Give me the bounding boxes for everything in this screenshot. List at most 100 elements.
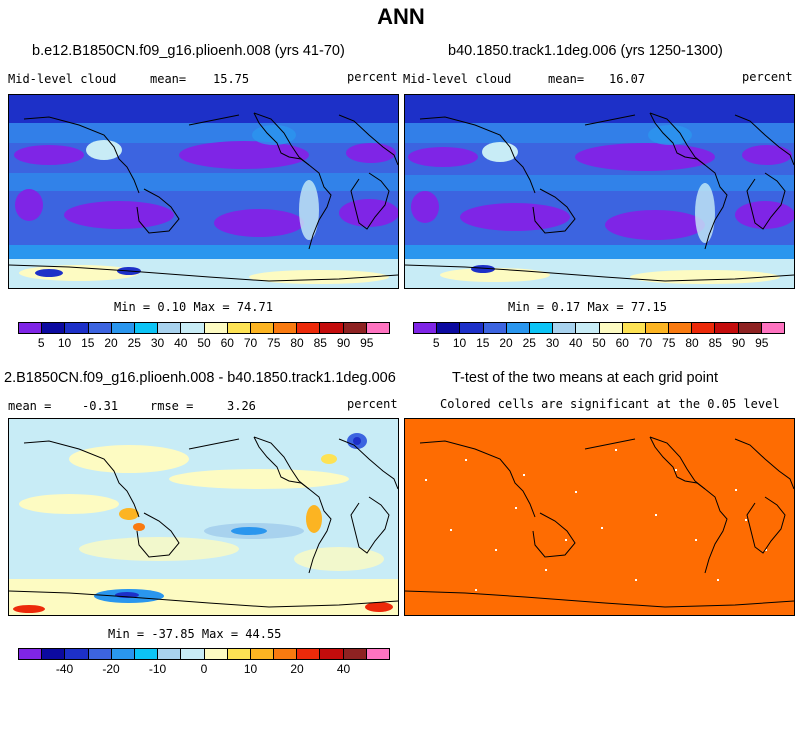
- panel3-colorbar-cell: [250, 649, 275, 659]
- panel1-colorbar-label: 75: [267, 336, 281, 350]
- panel3-colorbar-cell: [227, 649, 251, 659]
- panel3-colorbar-cell: [111, 649, 135, 659]
- panel3-minmax: Min = -37.85 Max = 44.55: [108, 627, 282, 641]
- panel3-colorbar-label: -20: [102, 662, 120, 676]
- panel1-colorbar-cell: [320, 323, 344, 333]
- panel2-colorbar: [413, 322, 785, 334]
- panel2-minmax: Min = 0.17 Max = 77.15: [508, 300, 667, 314]
- panel1-colorbar-cell: [366, 323, 389, 333]
- panel3-colorbar-cell: [134, 649, 159, 659]
- panel3-colorbar-cell: [297, 649, 321, 659]
- panel3-colorbar-label: 10: [243, 662, 258, 676]
- panel3-colorbar-cell: [88, 649, 112, 659]
- panel2-colorbar-cell: [622, 323, 646, 333]
- panel1-colorbar-label: 70: [243, 336, 258, 350]
- panel2-colorbar-cell: [483, 323, 507, 333]
- panel3-title: 2.B1850CN.f09_g16.plioenh.008 - b40.1850…: [4, 370, 396, 386]
- panel2-colorbar-cell: [529, 323, 554, 333]
- panel3-colorbar: [18, 648, 390, 660]
- panel1-mean-label: mean=: [150, 72, 187, 86]
- panel1-colorbar-cell: [65, 323, 89, 333]
- panel1-colorbar-label: 25: [127, 336, 141, 350]
- panel1-map: [8, 94, 399, 289]
- panel1-colorbar-label: 20: [104, 336, 118, 350]
- panel1-colorbar: [18, 322, 390, 334]
- panel2-mean-label: mean=: [548, 72, 585, 86]
- panel1-colorbar-cell: [250, 323, 275, 333]
- panel3-colorbar-label: -40: [55, 662, 74, 676]
- panel3-colorbar-cell: [65, 649, 89, 659]
- panel2-colorbar-label: 75: [662, 336, 676, 350]
- panel2-colorbar-label: 30: [545, 336, 560, 350]
- panel1-colorbar-label: 30: [150, 336, 165, 350]
- panel2-colorbar-cell: [576, 323, 600, 333]
- panel1-colorbar-cell: [88, 323, 112, 333]
- panel2-colorbar-cell: [506, 323, 530, 333]
- panel1-colorbar-cell: [42, 323, 66, 333]
- panel1-colorbar-cell: [19, 323, 43, 333]
- panel3-mean-label: mean =: [8, 399, 52, 413]
- panel1-colorbar-label: 85: [313, 336, 327, 350]
- panel3-colorbar-cell: [19, 649, 43, 659]
- panel2-colorbar-cell: [599, 323, 623, 333]
- panel1-colorbar-label: 15: [81, 336, 95, 350]
- panel2-colorbar-cell: [692, 323, 716, 333]
- panel3-map: [8, 418, 399, 616]
- panel1-colorbar-cell: [343, 323, 367, 333]
- panel1-colorbar-label: 80: [290, 336, 304, 350]
- panel2-variable: Mid-level cloud: [403, 72, 512, 86]
- panel1-colorbar-label: 50: [197, 336, 211, 350]
- panel1-colorbar-label: 60: [220, 336, 234, 350]
- panel1-variable: Mid-level cloud: [8, 72, 117, 86]
- panel3-colorbar-cell: [204, 649, 228, 659]
- panel2-colorbar-label: 85: [708, 336, 722, 350]
- panel3-colorbar-cell: [320, 649, 344, 659]
- panel3-colorbar-cell: [181, 649, 205, 659]
- panel1-colorbar-cell: [227, 323, 251, 333]
- panel1-colorbar-label: 40: [174, 336, 188, 350]
- panel3-rmse-label: rmse =: [150, 399, 194, 413]
- panel1-colorbar-label: 5: [37, 336, 45, 350]
- panel2-colorbar-cell: [669, 323, 693, 333]
- panel1-colorbar-cell: [111, 323, 135, 333]
- panel1-minmax: Min = 0.10 Max = 74.71: [114, 300, 273, 314]
- panel3-colorbar-cell: [366, 649, 389, 659]
- main-title: ANN: [377, 4, 425, 29]
- panel3-rmse-value: 3.26: [227, 399, 256, 413]
- panel1-colorbar-cell: [274, 323, 298, 333]
- panel3-colorbar-label: 40: [336, 662, 351, 676]
- panel2-colorbar-cell: [715, 323, 739, 333]
- panel3-colorbar-cell: [274, 649, 298, 659]
- panel4-title: T-test of the two means at each grid poi…: [452, 370, 718, 386]
- panel1-colorbar-cell: [134, 323, 159, 333]
- panel1-colorbar-label: 10: [57, 336, 72, 350]
- panel2-map: [404, 94, 795, 289]
- panel3-colorbar-cell: [343, 649, 367, 659]
- panel2-colorbar-label: 20: [499, 336, 513, 350]
- panel3-colorbar-label: 20: [290, 662, 304, 676]
- panel2-units: percent: [742, 70, 793, 84]
- panel2-colorbar-cell: [761, 323, 784, 333]
- panel1-title: b.e12.B1850CN.f09_g16.plioenh.008 (yrs 4…: [32, 43, 345, 59]
- panel2-colorbar-cell: [553, 323, 577, 333]
- panel1-colorbar-label: 95: [360, 336, 374, 350]
- panel2-colorbar-label: 70: [638, 336, 653, 350]
- panel1-mean-value: 15.75: [213, 72, 250, 86]
- panel3-colorbar-cell: [42, 649, 66, 659]
- panel2-colorbar-label: 15: [476, 336, 490, 350]
- panel3-units: percent: [347, 397, 398, 411]
- panel2-title: b40.1850.track1.1deg.006 (yrs 1250-1300): [448, 43, 723, 59]
- panel2-colorbar-label: 5: [432, 336, 440, 350]
- panel1-colorbar-cell: [158, 323, 182, 333]
- panel2-mean-value: 16.07: [609, 72, 646, 86]
- panel2-colorbar-label: 80: [685, 336, 699, 350]
- panel2-colorbar-label: 10: [452, 336, 467, 350]
- panel4-subtitle: Colored cells are significant at the 0.0…: [440, 397, 780, 411]
- panel2-colorbar-label: 40: [569, 336, 583, 350]
- panel4-map: [404, 418, 795, 616]
- panel1-colorbar-cell: [204, 323, 228, 333]
- panel2-colorbar-label: 60: [615, 336, 629, 350]
- panel2-colorbar-cell: [414, 323, 438, 333]
- panel3-mean-value: -0.31: [82, 399, 119, 413]
- panel2-colorbar-cell: [460, 323, 484, 333]
